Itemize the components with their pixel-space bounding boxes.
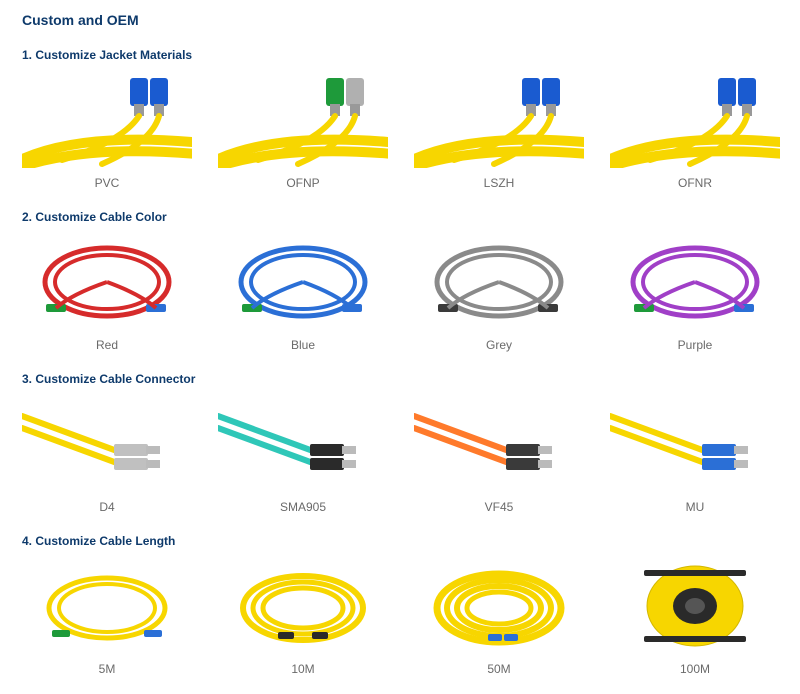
product-image <box>610 234 780 330</box>
product-caption: SMA905 <box>280 500 326 514</box>
product-caption: LSZH <box>484 176 515 190</box>
product-image <box>218 558 388 654</box>
product-caption: 5M <box>99 662 116 676</box>
product-caption: VF45 <box>485 500 514 514</box>
product-cell: OFNR <box>610 72 780 190</box>
product-cell: Purple <box>610 234 780 352</box>
product-image <box>218 234 388 330</box>
product-caption: PVC <box>95 176 120 190</box>
section-title: 3. Customize Cable Connector <box>22 372 778 386</box>
product-cell: 100M <box>610 558 780 676</box>
product-image <box>610 396 780 492</box>
page-title: Custom and OEM <box>22 12 778 28</box>
product-image <box>610 72 780 168</box>
product-cell: SMA905 <box>218 396 388 514</box>
product-cell: 50M <box>414 558 584 676</box>
product-cell: 10M <box>218 558 388 676</box>
product-caption: OFNR <box>678 176 712 190</box>
product-caption: Blue <box>291 338 315 352</box>
product-caption: OFNP <box>286 176 319 190</box>
product-image <box>22 72 192 168</box>
section-title: 4. Customize Cable Length <box>22 534 778 548</box>
product-cell: D4 <box>22 396 192 514</box>
product-caption: 100M <box>680 662 710 676</box>
product-row: PVC OFNP LSZH OFNR <box>22 72 778 190</box>
product-image <box>22 558 192 654</box>
product-caption: 10M <box>291 662 314 676</box>
product-cell: Blue <box>218 234 388 352</box>
section-title: 2. Customize Cable Color <box>22 210 778 224</box>
product-image <box>218 72 388 168</box>
sections-container: 1. Customize Jacket Materials PVC OFNP <box>22 48 778 676</box>
product-caption: MU <box>686 500 705 514</box>
product-caption: D4 <box>99 500 114 514</box>
product-cell: MU <box>610 396 780 514</box>
section-title: 1. Customize Jacket Materials <box>22 48 778 62</box>
product-cell: LSZH <box>414 72 584 190</box>
product-image <box>414 396 584 492</box>
product-image <box>610 558 780 654</box>
product-image <box>22 396 192 492</box>
product-caption: Purple <box>678 338 713 352</box>
product-image <box>218 396 388 492</box>
product-cell: VF45 <box>414 396 584 514</box>
product-cell: 5M <box>22 558 192 676</box>
product-cell: OFNP <box>218 72 388 190</box>
product-image <box>414 558 584 654</box>
product-image <box>22 234 192 330</box>
product-cell: Red <box>22 234 192 352</box>
product-row: D4 SMA905 VF45 MU <box>22 396 778 514</box>
product-image <box>414 72 584 168</box>
product-row: Red Blue Grey Purple <box>22 234 778 352</box>
product-caption: 50M <box>487 662 510 676</box>
product-cell: Grey <box>414 234 584 352</box>
product-cell: PVC <box>22 72 192 190</box>
product-caption: Red <box>96 338 118 352</box>
product-caption: Grey <box>486 338 512 352</box>
product-image <box>414 234 584 330</box>
product-row: 5M 10M 50M 100M <box>22 558 778 676</box>
